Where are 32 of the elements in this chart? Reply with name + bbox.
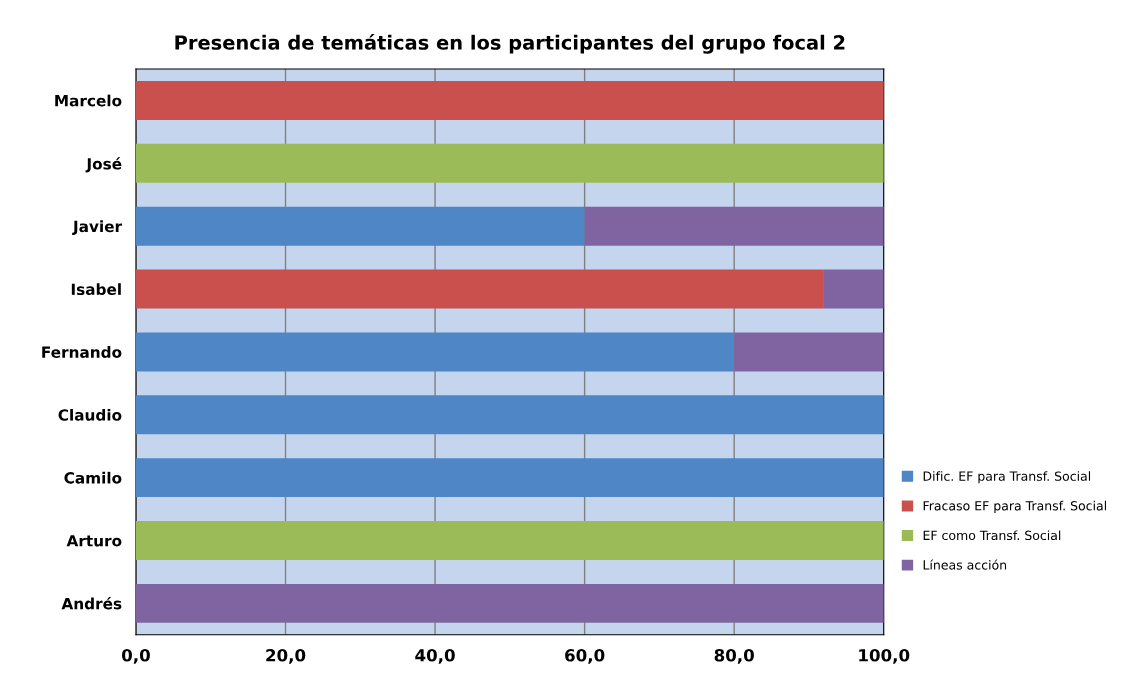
x-tick-label: 80,0 bbox=[714, 648, 754, 664]
y-tick-label: José bbox=[85, 157, 122, 173]
bar bbox=[135, 395, 884, 435]
y-tick-label: Javier bbox=[72, 220, 123, 236]
chart-title: Presencia de temáticas en los participantes del grupo focal 2 bbox=[175, 34, 845, 54]
y-tick-label: Isabel bbox=[71, 283, 121, 296]
x-tick-label: 20,0 bbox=[266, 648, 306, 664]
bar bbox=[135, 521, 884, 560]
legend-label: Dific. EF para Transf. Social bbox=[923, 471, 1091, 484]
y-tick-label: Claudio bbox=[58, 408, 122, 421]
bar bbox=[135, 269, 824, 309]
legend-label: EF como Transf. Social bbox=[923, 530, 1061, 541]
bar bbox=[135, 143, 884, 183]
y-tick-label: Marcelo bbox=[55, 94, 122, 107]
bar bbox=[135, 583, 884, 623]
x-tick-label: 60,0 bbox=[565, 648, 605, 664]
bar bbox=[135, 206, 585, 246]
y-tick-label: Camilo bbox=[64, 471, 122, 484]
legend-label: Líneas acción bbox=[923, 559, 1007, 570]
x-tick-label: 40,0 bbox=[415, 648, 455, 664]
legend-label: Fracaso EF para Transf. Social bbox=[923, 500, 1106, 513]
bar bbox=[135, 458, 884, 498]
bar bbox=[135, 332, 735, 372]
bar bbox=[823, 269, 884, 309]
bar bbox=[734, 332, 884, 372]
bar bbox=[584, 206, 884, 246]
y-tick-label: Arturo bbox=[66, 535, 122, 547]
bar bbox=[135, 80, 884, 120]
x-tick-label: 100,0 bbox=[859, 648, 910, 664]
y-tick-label: Fernando bbox=[42, 346, 122, 358]
y-tick-label: Andrés bbox=[61, 596, 122, 610]
x-tick-label: 0,0 bbox=[122, 648, 150, 664]
